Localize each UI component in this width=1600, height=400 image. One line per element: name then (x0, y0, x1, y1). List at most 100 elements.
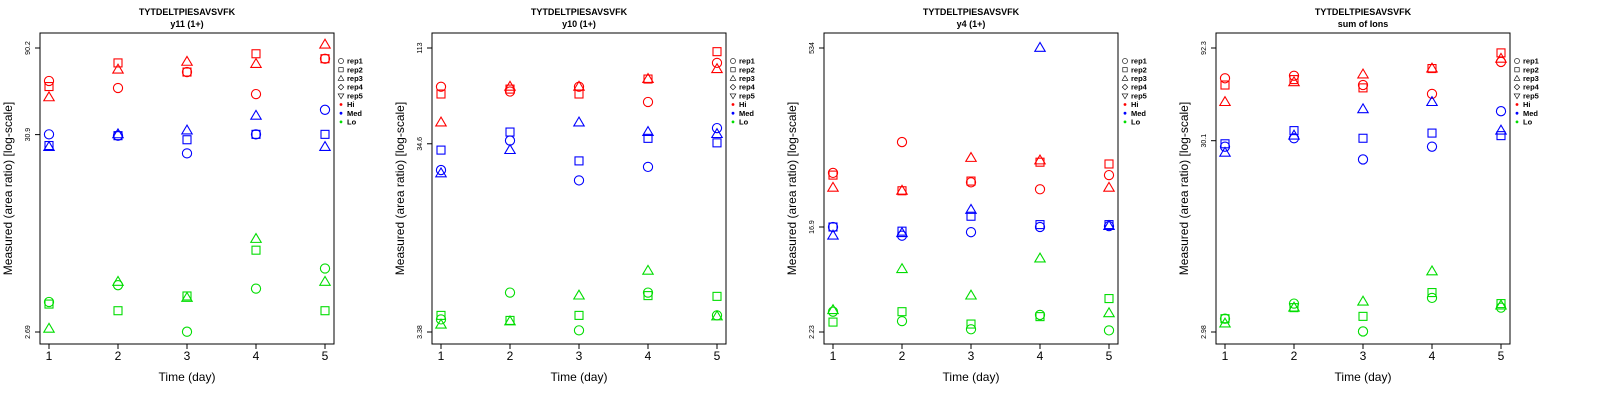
legend-label-hi: Hi (1131, 100, 1139, 109)
legend-marker-rep1 (338, 58, 344, 64)
legend-marker-rep5 (1121, 93, 1129, 100)
legend-dot-lo (1515, 120, 1519, 124)
data-point-lo-triangle-up (1356, 295, 1370, 306)
legend-symbol-group (1513, 93, 1521, 100)
data-point-lo-square (643, 291, 653, 301)
x-tick-label: 5 (1106, 349, 1113, 363)
y-tick-label: 30.1 (1201, 134, 1208, 148)
data-point-lo-triangle-up (1218, 317, 1232, 328)
data-point-lo-triangle-up (641, 264, 655, 275)
data-point-med-square (436, 145, 446, 155)
legend-marker-rep2 (1122, 67, 1128, 73)
legend-dot-hi (731, 103, 735, 106)
data-point-lo-triangle-up (1102, 306, 1116, 318)
data-point-lo-circle (504, 287, 516, 298)
chart-title: TYTDELTPIESAVSVFK (531, 7, 628, 17)
data-point-lo-circle (965, 324, 977, 335)
data-point-hi-circle (1103, 169, 1115, 181)
data-point-med-circle (43, 129, 55, 140)
data-point-lo-triangle-up (1494, 299, 1508, 310)
data-point-med-circle (1426, 141, 1438, 152)
data-point-med-square (643, 133, 653, 143)
data-point-med-circle (711, 122, 723, 134)
data-point-lo-triangle-up (318, 275, 332, 286)
legend-label-rep4: rep4 (1131, 83, 1148, 92)
data-point-hi-square (436, 89, 446, 99)
data-point-hi-square (113, 58, 123, 68)
data-point-hi-circle (250, 88, 262, 100)
legend-label-rep3: rep3 (1523, 74, 1539, 83)
data-point-hi-triangle-up (895, 184, 909, 195)
legend-dot-med (339, 111, 343, 115)
data-point-hi-circle (43, 75, 55, 87)
data-point-med-square (1035, 220, 1045, 230)
data-point-med-triangle-up (42, 140, 56, 151)
chart-subtitle: y4 (1+) (957, 19, 986, 29)
legend-label-rep5: rep5 (1523, 91, 1539, 100)
data-point-lo-triangle-up (42, 322, 56, 333)
data-point-hi-circle (181, 66, 193, 78)
data-point-hi-circle (504, 86, 516, 97)
y-tick-label: 90.2 (25, 41, 32, 55)
y-tick-label: 30.9 (25, 128, 32, 142)
data-point-hi-triangle-up (503, 80, 517, 91)
legend-marker-rep4 (1121, 83, 1129, 91)
data-point-lo-square (574, 310, 584, 320)
data-point-lo-triangle-up (710, 309, 724, 321)
legend-label-hi: Hi (347, 100, 355, 109)
x-tick-label: 5 (322, 349, 329, 363)
legend-marker-rep4 (729, 83, 737, 91)
data-point-hi-square (44, 81, 54, 92)
x-tick-label: 3 (576, 349, 583, 363)
data-point-lo-triangle-up (1425, 264, 1439, 276)
data-point-med-square (182, 135, 192, 145)
x-tick-label: 4 (645, 349, 652, 363)
legend-symbol-group (338, 67, 344, 73)
legend-label-med: Med (347, 109, 362, 118)
legend-label-rep3: rep3 (1131, 74, 1147, 83)
data-point-med-circle (112, 130, 124, 141)
y-tick-label: 92.3 (1201, 41, 1208, 55)
plot-frame (823, 32, 1119, 345)
data-point-lo-square (320, 306, 330, 316)
data-point-hi-circle (1219, 73, 1231, 84)
legend-symbol-group (1122, 58, 1128, 64)
data-point-hi-triangle-up (710, 62, 724, 74)
data-point-hi-square (251, 49, 261, 59)
x-tick-label: 5 (714, 349, 721, 363)
data-point-med-circle (435, 164, 447, 176)
data-point-lo-circle (435, 314, 447, 325)
data-point-lo-circle (1357, 326, 1369, 337)
legend-marker-rep2 (1514, 67, 1520, 73)
data-point-med-triangle-up (111, 127, 125, 139)
legend-marker-rep2 (338, 67, 344, 73)
data-point-hi-circle (965, 177, 977, 188)
data-point-med-circle (1495, 106, 1507, 117)
data-point-lo-circle (1219, 313, 1231, 324)
legend-dot-med (1515, 111, 1519, 115)
data-point-hi-triangle-up (318, 38, 332, 49)
legend-label-rep5: rep5 (347, 91, 363, 100)
data-point-lo-circle (181, 326, 193, 337)
x-tick-label: 3 (1360, 349, 1367, 363)
legend-label-rep3: rep3 (347, 74, 363, 83)
data-point-lo-square (828, 317, 838, 327)
legend-label-rep3: rep3 (739, 74, 755, 83)
data-point-hi-triangle-up (572, 80, 586, 91)
data-point-lo-circle (319, 263, 331, 274)
data-point-lo-triangle-up (826, 303, 840, 315)
data-point-med-triangle-up (1287, 129, 1301, 140)
data-point-med-circle (642, 161, 654, 173)
legend-symbol-group (730, 67, 736, 73)
chart-subtitle: y10 (1+) (562, 19, 596, 29)
y-tick-label: 2.69 (25, 325, 32, 339)
data-point-lo-triangle-up (964, 289, 978, 300)
data-point-lo-triangle-up (249, 232, 263, 243)
legend-label-rep1: rep1 (1131, 57, 1147, 66)
legend-label-lo: Lo (1131, 118, 1141, 127)
y-tick-label: 34.6 (417, 137, 424, 151)
data-point-med-square (1358, 133, 1368, 143)
data-point-med-triangle-up (318, 140, 332, 151)
legend-label-hi: Hi (739, 100, 747, 109)
x-tick-label: 2 (507, 349, 514, 363)
